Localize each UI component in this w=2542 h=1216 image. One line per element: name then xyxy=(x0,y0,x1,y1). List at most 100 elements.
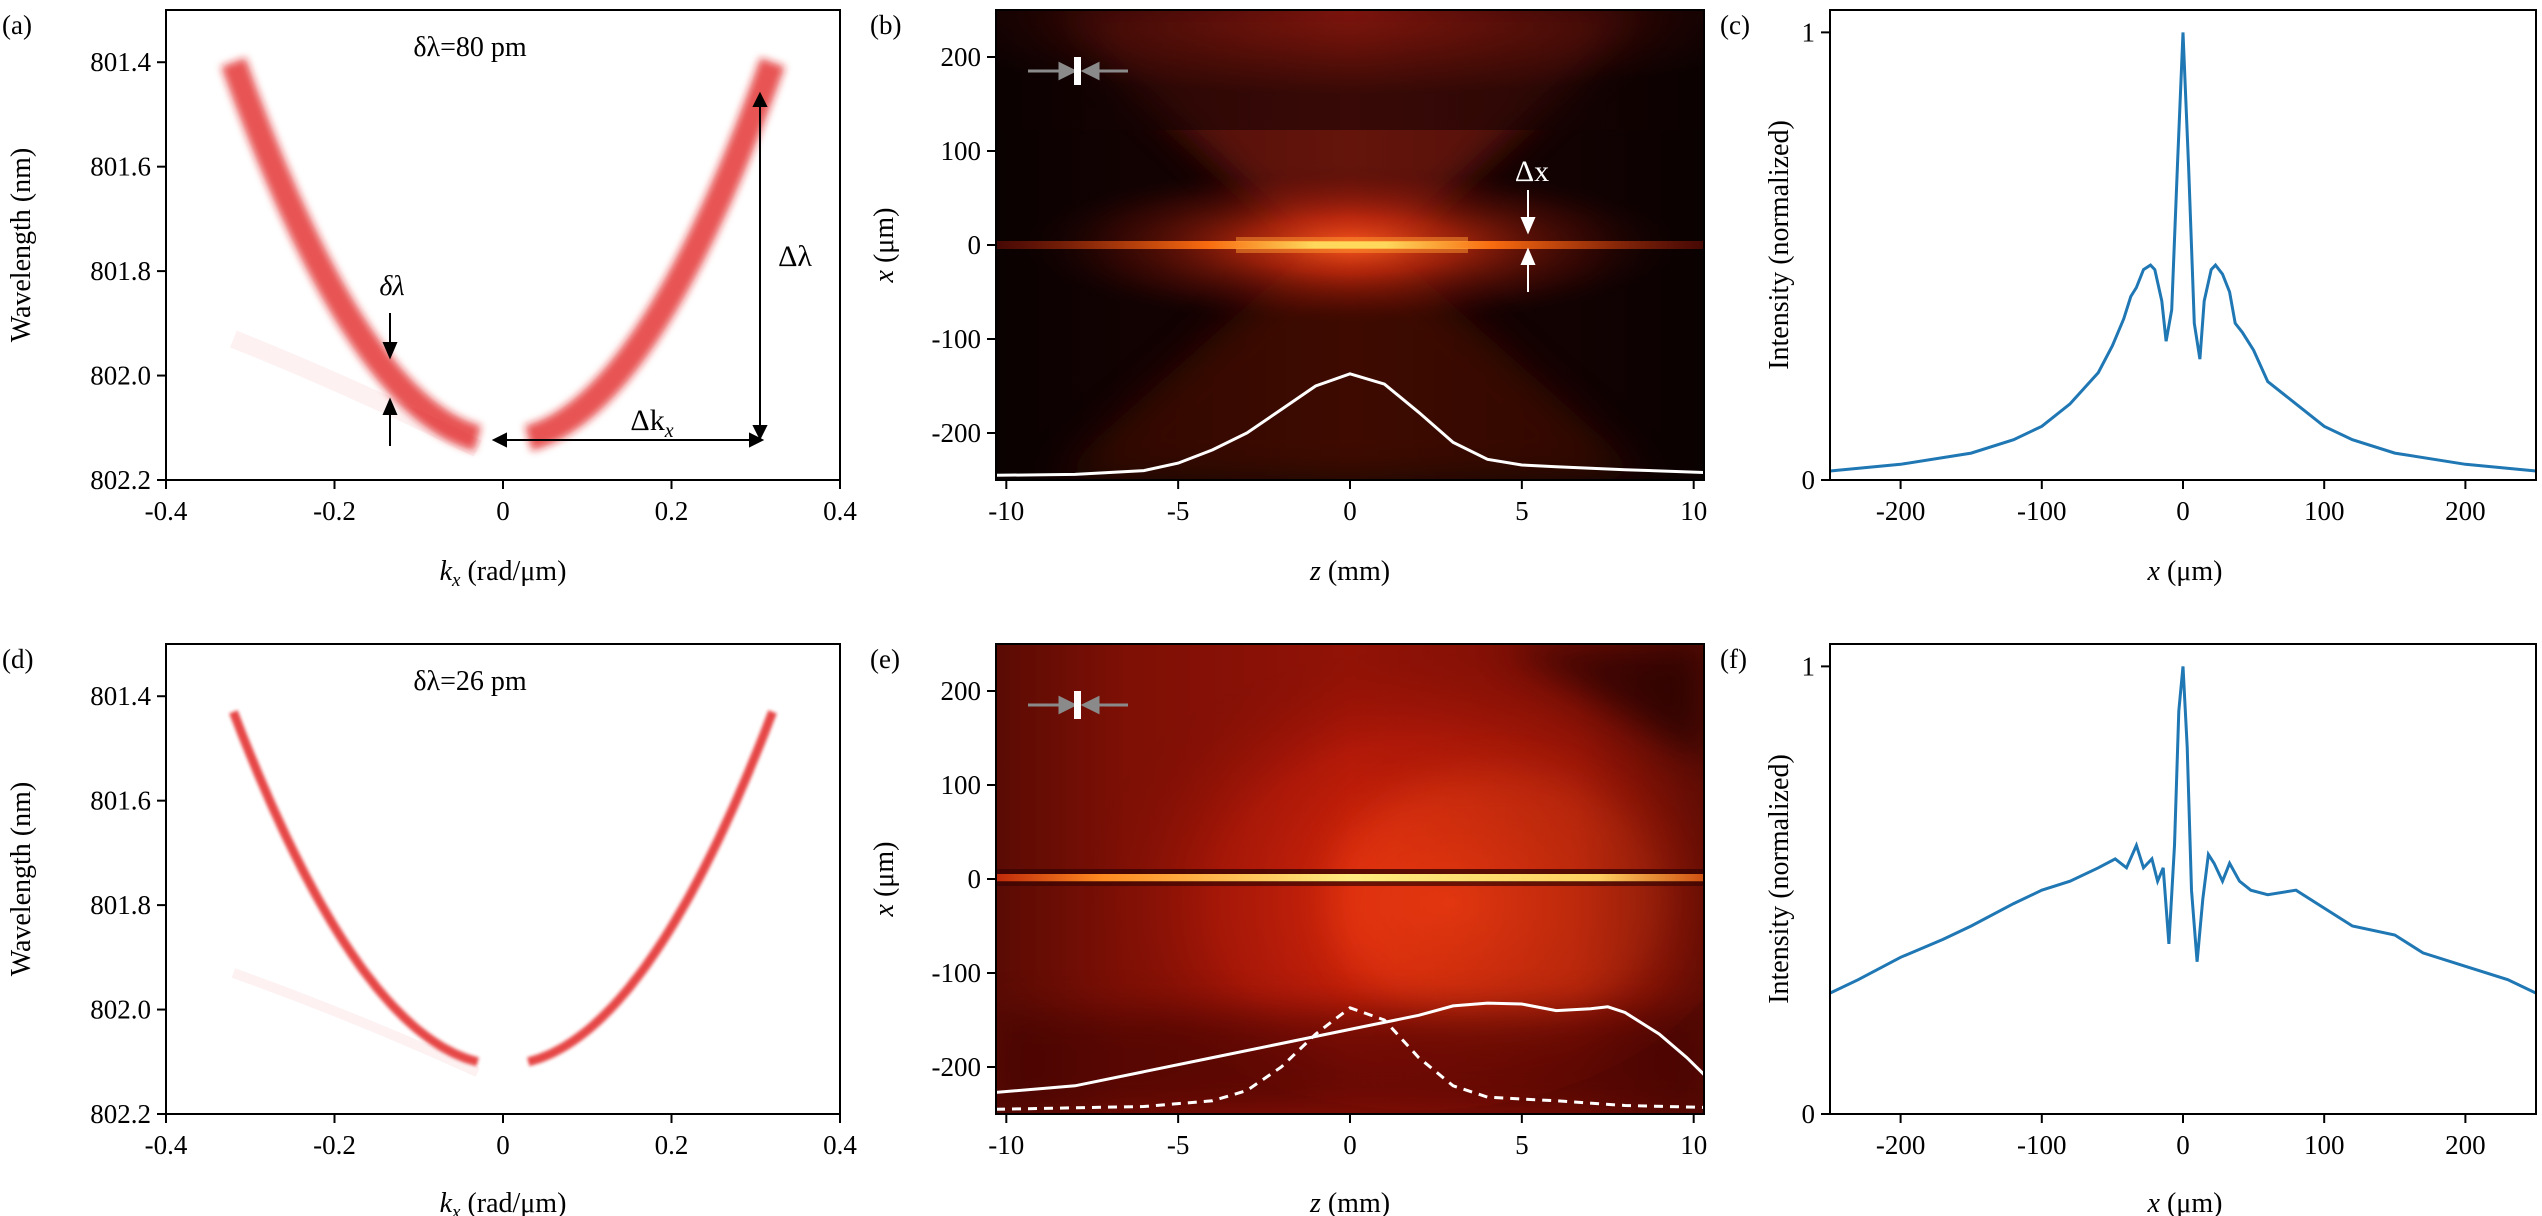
panel-label: (a) xyxy=(2,10,32,40)
y-tick-label: 200 xyxy=(941,676,982,706)
panel-label: (b) xyxy=(870,10,901,40)
panel-label: (c) xyxy=(1720,10,1750,40)
x-axis-label: kx (rad/μm) xyxy=(440,1188,567,1216)
spectrum-faint-left xyxy=(231,968,480,1077)
label-delta-k: Δkx xyxy=(630,404,673,442)
arrow-delta-lambda xyxy=(752,91,768,441)
x-tick-label: 5 xyxy=(1515,496,1529,526)
arrow-delta-x xyxy=(1520,190,1536,292)
x-tick-label: 0.4 xyxy=(823,1130,857,1160)
x-axis-label: x (μm) xyxy=(2147,1188,2223,1216)
intensity-line xyxy=(1829,32,2537,473)
x-tick-label: -10 xyxy=(988,496,1024,526)
y-tick-label: 0 xyxy=(968,230,982,260)
spectrum-curve-left xyxy=(229,710,479,1067)
x-tick-label: 100 xyxy=(2304,496,2345,526)
axis-ticks: -10 -5 0 5 10 200 100 0 -100 -200 xyxy=(932,676,1708,1160)
x-tick-label: 0.4 xyxy=(823,496,857,526)
y-axis-label: x (μm) xyxy=(869,842,900,918)
x-tick-label: 200 xyxy=(2445,1130,2486,1160)
panel-label: (d) xyxy=(2,644,33,674)
y-axis-label: x (μm) xyxy=(869,208,900,284)
axis-ticks: -0.4 -0.2 0 0.2 0.4 801.4 801.6 801.8 802.0 802.2 xyxy=(90,47,857,526)
panel-a: -0.4 -0.2 0 0.2 0.4 801.4 801.6 801.8 802.0 802.2… xyxy=(2,9,857,591)
y-tick-label: 1 xyxy=(1802,651,1816,681)
panel-c: -200 -100 0 100 200 0 1 (c) Intensity (normali… xyxy=(1720,9,2537,587)
y-tick-label: 0 xyxy=(1802,1099,1816,1129)
y-tick-label: 802.2 xyxy=(90,465,151,495)
x-tick-label: 0 xyxy=(2176,1130,2190,1160)
y-tick-label: 801.4 xyxy=(90,681,151,711)
y-tick-label: 801.6 xyxy=(90,786,151,816)
x-axis-label: z (mm) xyxy=(1309,1188,1390,1216)
marker-scale-arrows xyxy=(1028,57,1128,85)
x-tick-label: -5 xyxy=(1167,1130,1190,1160)
x-tick-label: 0 xyxy=(1343,1130,1357,1160)
x-axis-label: kx (rad/μm) xyxy=(440,556,567,591)
annotation-linewidth: δλ=80 pm xyxy=(413,32,527,63)
x-tick-label: -100 xyxy=(2017,496,2067,526)
x-tick-label: 0.2 xyxy=(655,496,689,526)
heatmap-image xyxy=(996,644,1704,1114)
y-tick-label: 801.8 xyxy=(90,890,151,920)
y-tick-label: -100 xyxy=(932,324,982,354)
y-tick-label: 802.2 xyxy=(90,1099,151,1129)
y-tick-label: 802.0 xyxy=(90,361,151,391)
plot-frame xyxy=(1829,643,2537,1115)
y-tick-label: 802.0 xyxy=(90,995,151,1025)
x-tick-label: 0 xyxy=(496,1130,510,1160)
y-tick-label: 801.6 xyxy=(90,152,151,182)
plot-frame xyxy=(1829,9,2537,481)
y-tick-label: -200 xyxy=(932,1052,982,1082)
intensity-line xyxy=(1829,666,2537,995)
y-tick-label: 0 xyxy=(968,864,982,894)
overlay-dashed-line xyxy=(996,1006,1704,1111)
y-tick-label: 0 xyxy=(1802,465,1816,495)
panel-label: (f) xyxy=(1720,644,1747,674)
spectrum-curve-right xyxy=(527,710,777,1067)
y-tick-label: 100 xyxy=(941,770,982,800)
x-tick-label: -5 xyxy=(1167,496,1190,526)
axis-ticks: -200 -100 0 100 200 0 1 xyxy=(1802,17,2486,526)
x-tick-label: -100 xyxy=(2017,1130,2067,1160)
y-tick-label: 1 xyxy=(1802,17,1816,47)
overlay-solid-line xyxy=(996,1001,1704,1094)
y-tick-label: -100 xyxy=(932,958,982,988)
y-axis-label: Wavelength (nm) xyxy=(6,782,37,976)
x-tick-label: -0.2 xyxy=(313,1130,356,1160)
arrow-delta-k xyxy=(491,432,765,448)
x-tick-label: 0 xyxy=(1343,496,1357,526)
label-delta-lambda: Δλ xyxy=(778,240,812,273)
x-tick-label: -200 xyxy=(1876,496,1926,526)
x-tick-label: -0.2 xyxy=(313,496,356,526)
panel-b: Δx -10 -5 0 5 10 200 100 0 -100 -200 (b) x (μm) z… xyxy=(869,9,1708,587)
y-tick-label: 801.4 xyxy=(90,47,151,77)
arrow-delta-lambda-small xyxy=(382,313,398,446)
x-tick-label: 100 xyxy=(2304,1130,2345,1160)
x-tick-label: -200 xyxy=(1876,1130,1926,1160)
x-tick-label: 10 xyxy=(1680,1130,1707,1160)
overlay-solid-line xyxy=(996,372,1704,477)
axis-ticks: -10 -5 0 5 10 200 100 0 -100 -200 xyxy=(932,42,1708,526)
y-axis-label: Intensity (normalized) xyxy=(1764,754,1795,1004)
y-tick-label: 100 xyxy=(941,136,982,166)
x-axis-label: z (mm) xyxy=(1309,556,1390,587)
x-tick-label: 200 xyxy=(2445,496,2486,526)
spectrum-faint-left xyxy=(230,330,482,457)
heatmap-image: Δx xyxy=(996,10,1704,480)
panel-f: -200 -100 0 100 200 0 1 (f) Intensity (normali… xyxy=(1720,643,2537,1216)
label-delta-lambda-small: δλ xyxy=(379,271,404,302)
annotation-delta-x: Δx xyxy=(1515,155,1549,188)
y-tick-label: -200 xyxy=(932,418,982,448)
x-tick-label: 10 xyxy=(1680,496,1707,526)
axis-ticks: -0.4 -0.2 0 0.2 0.4 801.4 801.6 801.8 802.0 802.2 xyxy=(90,681,857,1160)
y-tick-label: 801.8 xyxy=(90,256,151,286)
x-axis-label: x (μm) xyxy=(2147,556,2223,587)
x-tick-label: 0.2 xyxy=(655,1130,689,1160)
axis-ticks: -200 -100 0 100 200 0 1 xyxy=(1802,651,2486,1160)
x-tick-label: -0.4 xyxy=(145,1130,188,1160)
y-axis-label: Wavelength (nm) xyxy=(6,148,37,342)
panel-e: -10 -5 0 5 10 200 100 0 -100 -200 (e) x (μm) z (m… xyxy=(869,643,1708,1216)
y-axis-label: Intensity (normalized) xyxy=(1764,120,1795,370)
